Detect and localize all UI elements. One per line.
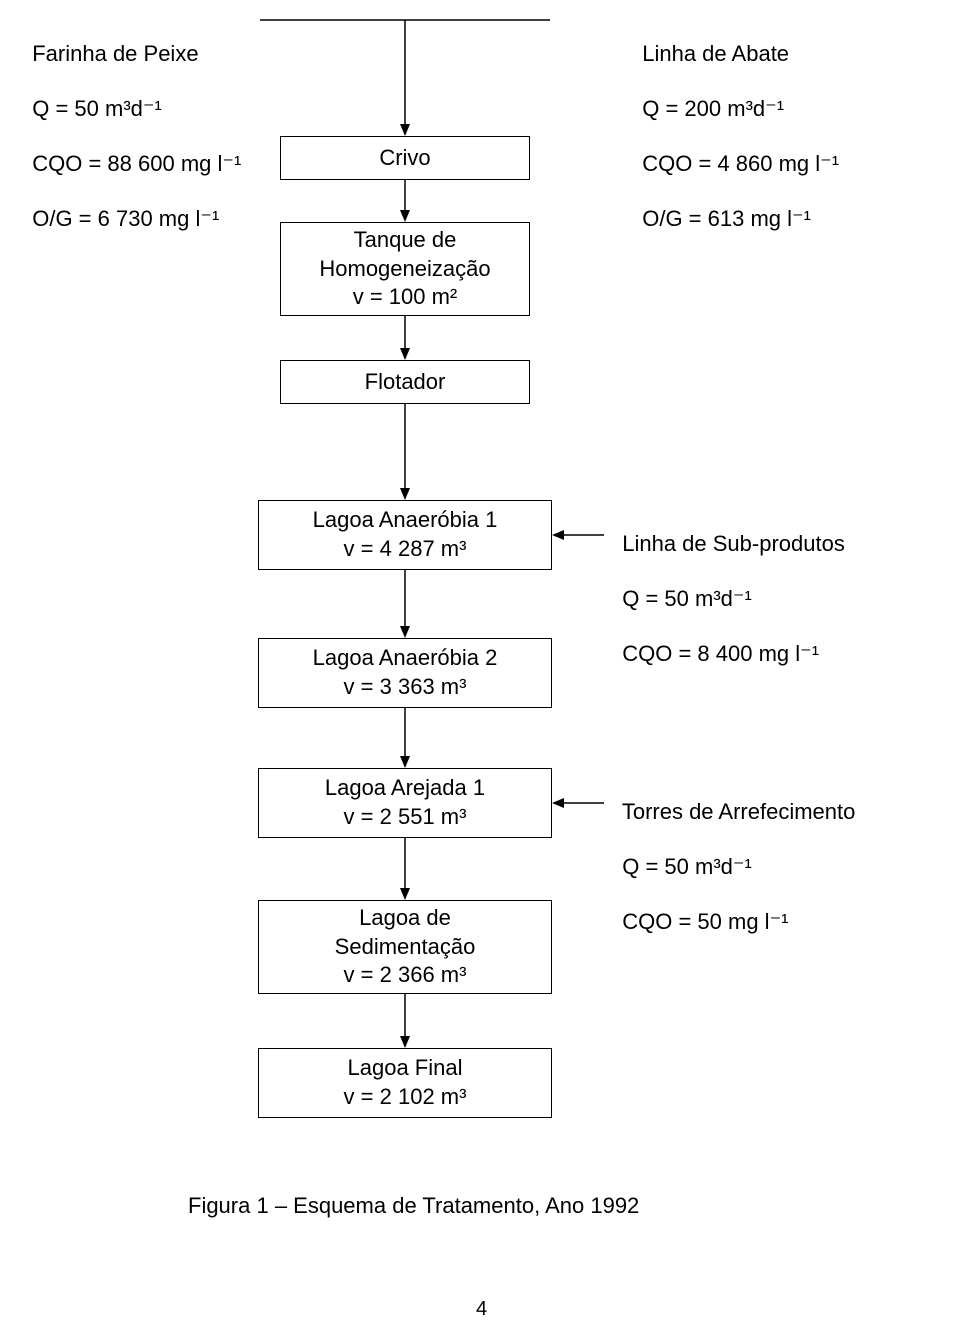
tanque-label: Tanque de Homogeneização v = 100 m² [319,226,490,312]
abate-l2: Q = 200 m³d⁻¹ [642,96,784,121]
farinha-l4: O/G = 6 730 mg l⁻¹ [32,206,219,231]
sediment-label: Lagoa de Sedimentação v = 2 366 m³ [335,904,476,990]
box-flotador: Flotador [280,360,530,404]
input-farinha: Farinha de Peixe Q = 50 m³d⁻¹ CQO = 88 6… [20,12,280,132]
box-sedimentacao: Lagoa de Sedimentação v = 2 366 m³ [258,900,552,994]
farinha-l2: Q = 50 m³d⁻¹ [32,96,162,121]
box-tanque: Tanque de Homogeneização v = 100 m² [280,222,530,316]
farinha-l3: CQO = 88 600 mg l⁻¹ [32,151,241,176]
arejada-label: Lagoa Arejada 1 v = 2 551 m³ [325,774,485,831]
abate-l3: CQO = 4 860 mg l⁻¹ [642,151,839,176]
input-abate: Linha de Abate Q = 200 m³d⁻¹ CQO = 4 860… [630,12,910,132]
box-final: Lagoa Final v = 2 102 m³ [258,1048,552,1118]
input-torres: Torres de Arrefecimento Q = 50 m³d⁻¹ CQO… [610,770,930,860]
torres-l2: Q = 50 m³d⁻¹ [622,854,752,879]
subprod-l3: CQO = 8 400 mg l⁻¹ [622,641,819,666]
crivo-label: Crivo [379,144,430,173]
farinha-l1: Farinha de Peixe [32,41,198,66]
final-label: Lagoa Final v = 2 102 m³ [344,1054,467,1111]
figure-caption: Figura 1 – Esquema de Tratamento, Ano 19… [188,1192,639,1220]
box-anaerobia-1: Lagoa Anaeróbia 1 v = 4 287 m³ [258,500,552,570]
subprod-l2: Q = 50 m³d⁻¹ [622,586,752,611]
anaer1-label: Lagoa Anaeróbia 1 v = 4 287 m³ [313,506,498,563]
abate-l1: Linha de Abate [642,41,789,66]
box-crivo: Crivo [280,136,530,180]
abate-l4: O/G = 613 mg l⁻¹ [642,206,811,231]
box-anaerobia-2: Lagoa Anaeróbia 2 v = 3 363 m³ [258,638,552,708]
subprod-l1: Linha de Sub-produtos [622,531,845,556]
input-subprodutos: Linha de Sub-produtos Q = 50 m³d⁻¹ CQO =… [610,502,910,592]
torres-l3: CQO = 50 mg l⁻¹ [622,909,788,934]
flotador-label: Flotador [365,368,446,397]
torres-l1: Torres de Arrefecimento [622,799,856,824]
anaer2-label: Lagoa Anaeróbia 2 v = 3 363 m³ [313,644,498,701]
page-number: 4 [476,1298,487,1321]
box-arejada: Lagoa Arejada 1 v = 2 551 m³ [258,768,552,838]
